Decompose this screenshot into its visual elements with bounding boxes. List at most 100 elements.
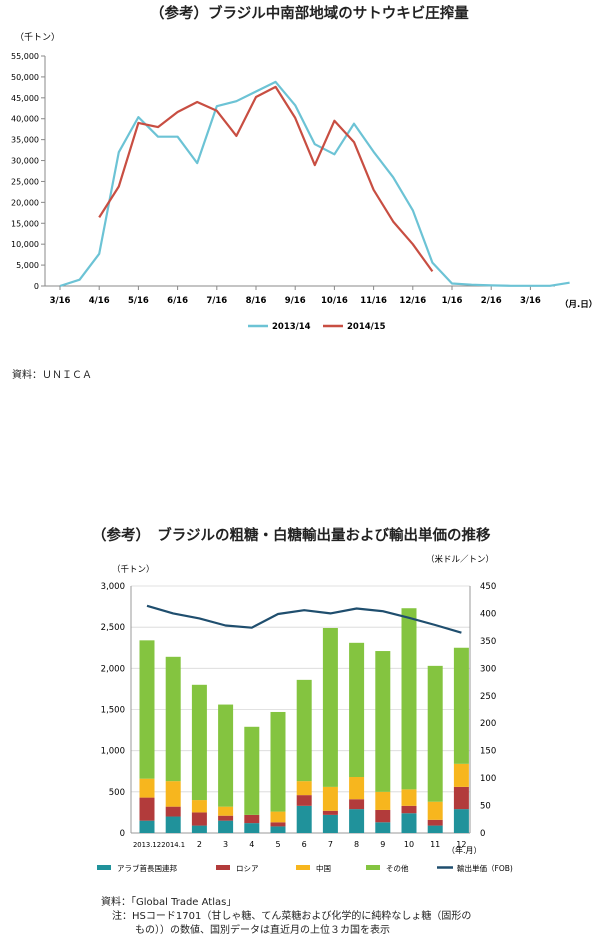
y-tick-label: 40,000 <box>11 115 39 124</box>
bar-segment-中国 <box>270 811 286 823</box>
legend-swatch <box>296 865 310 870</box>
source-note-1: 資料：ＵＮＩＣＡ <box>12 370 92 381</box>
x-tick-label: 3 <box>223 840 228 849</box>
bar-segment-アラブ首長国連邦 <box>244 823 260 833</box>
legend-label: 輸出単価（FOB) <box>457 863 513 873</box>
x-tick-label: 6/16 <box>167 296 188 306</box>
y-unit-label: （千トン） <box>15 32 60 43</box>
price-line <box>146 604 462 634</box>
y-right-tick-label: 450 <box>480 582 496 592</box>
x-tick-label: 11/16 <box>360 296 387 306</box>
bar-segment-その他 <box>296 679 312 782</box>
bar-segment-ロシア <box>139 797 155 821</box>
x-tick-label: 3/16 <box>520 296 541 306</box>
bar-segment-アラブ首長国連邦 <box>165 816 181 833</box>
x-tick-label: 7 <box>328 840 333 849</box>
y-right-tick-label: 400 <box>480 609 496 619</box>
y-tick-label: 35,000 <box>11 136 39 145</box>
bar-segment-その他 <box>375 651 391 792</box>
x-tick-label: 12/16 <box>399 296 426 306</box>
bar-segment-ロシア <box>270 822 286 827</box>
bar-segment-中国 <box>375 791 391 810</box>
y-tick-label: 15,000 <box>11 219 39 228</box>
bar-segment-その他 <box>427 665 443 802</box>
legend-label: ロシア <box>236 864 259 873</box>
bar-segment-アラブ首長国連邦 <box>401 813 417 833</box>
y-left-tick-label: 0 <box>120 829 125 839</box>
bar-segment-アラブ首長国連邦 <box>427 825 443 833</box>
bar-segment-ロシア <box>244 814 260 824</box>
bar-segment-アラブ首長国連邦 <box>349 809 365 833</box>
chart2-title: （参考） ブラジルの粗糖・白糖輸出量および輸出単価の推移 <box>92 528 491 544</box>
y-left-tick-label: 1,000 <box>101 747 125 757</box>
y-right-unit: （米ドル／トン） <box>426 554 494 565</box>
y-tick-label: 45,000 <box>11 94 39 103</box>
bar-segment-ロシア <box>322 810 338 815</box>
bar-segment-アラブ首長国連邦 <box>375 822 391 833</box>
x-tick-label: 9 <box>380 840 385 849</box>
y-tick-label: 5,000 <box>16 261 39 270</box>
bar-segment-その他 <box>322 627 338 787</box>
bar-segment-アラブ首長国連邦 <box>453 809 469 833</box>
bar-segment-その他 <box>244 726 260 815</box>
y-left-tick-label: 2,500 <box>101 623 125 633</box>
y-right-tick-label: 350 <box>480 637 496 647</box>
bar-segment-ロシア <box>296 795 312 806</box>
series-line-2013/14 <box>59 80 570 288</box>
y-tick-label: 55,000 <box>11 52 39 61</box>
legend-swatch <box>216 865 230 870</box>
x-unit-label: （月.日） <box>560 299 597 310</box>
bar-segment-アラブ首長国連邦 <box>191 825 207 833</box>
bar-segment-中国 <box>322 786 338 811</box>
x-tick-label: 9/16 <box>285 296 306 306</box>
x-tick-label: 2 <box>197 840 202 849</box>
bar-segment-アラブ首長国連邦 <box>270 826 286 833</box>
y-tick-label: 10,000 <box>11 240 39 249</box>
y-tick-label: 30,000 <box>11 157 39 166</box>
x-tick-label: 3/16 <box>50 296 71 306</box>
bar-segment-アラブ首長国連邦 <box>296 805 312 833</box>
x-tick-label: 6 <box>302 840 307 849</box>
legend-label: 2013/14 <box>272 322 311 332</box>
bar-segment-その他 <box>139 640 155 779</box>
bar-segment-アラブ首長国連邦 <box>218 820 234 833</box>
bar-segment-ロシア <box>453 786 469 810</box>
bar-segment-中国 <box>453 763 469 787</box>
x-tick-label: 8/16 <box>246 296 267 306</box>
bar-segment-ロシア <box>427 819 443 826</box>
bar-segment-中国 <box>139 778 155 798</box>
x-tick-label: 1/16 <box>442 296 463 306</box>
sugarcane-crush-line-chart: （千トン） 0 5,000 10,000 15,000 20,000 25,000 30,00… <box>11 32 597 332</box>
x-tick-label: 4/16 <box>89 296 110 306</box>
y-right-tick-label: 50 <box>480 802 491 812</box>
bar-segment-その他 <box>270 711 286 812</box>
bar-segment-ロシア <box>401 805 417 814</box>
bar-segment-中国 <box>165 781 181 807</box>
y-right-tick-label: 250 <box>480 692 496 702</box>
bar-segment-その他 <box>349 642 365 778</box>
bar-segment-その他 <box>453 647 469 764</box>
legend-swatch <box>366 865 380 870</box>
y-left-tick-label: 3,000 <box>101 582 125 592</box>
y-right-tick-label: 0 <box>480 829 485 839</box>
x-tick-label: 2/16 <box>481 296 502 306</box>
legend-label: その他 <box>386 863 409 873</box>
legend-label: 中国 <box>316 863 331 873</box>
y-right-tick-label: 100 <box>480 774 496 784</box>
bar-segment-ロシア <box>218 815 234 821</box>
y-left-tick-label: 500 <box>109 788 125 798</box>
bar-segment-中国 <box>218 806 234 816</box>
x-tick-label: 4 <box>249 840 254 849</box>
x-tick-label: 12 <box>456 840 466 849</box>
footnote-line-2: もの））の数値、国別データは直近月の上位３カ国を表示 <box>135 925 390 936</box>
y-tick-label: 25,000 <box>11 177 39 186</box>
bar-segment-中国 <box>296 781 312 796</box>
bar-segment-ロシア <box>375 809 391 823</box>
x-tick-label: 8 <box>354 840 359 849</box>
bar-segment-ロシア <box>191 812 207 826</box>
x-tick-label: 2013.12 <box>133 841 161 849</box>
bar-segment-アラブ首長国連邦 <box>139 820 155 833</box>
x-unit-label: （年.月） <box>447 845 482 855</box>
y-left-tick-label: 2,000 <box>101 664 125 674</box>
sugar-export-combo-chart: （千トン）（米ドル／トン）05001,0001,5002,0002,5003,0… <box>97 554 513 873</box>
